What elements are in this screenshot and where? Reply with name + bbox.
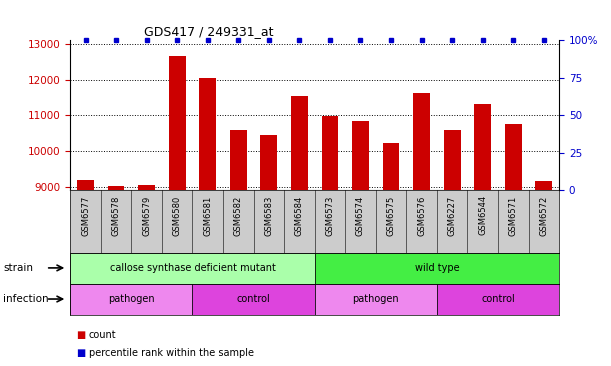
Bar (260, 135, 277, 366)
Text: pathogen: pathogen (353, 294, 399, 304)
Bar (382, 143, 400, 366)
Bar (70, 284, 192, 315)
Bar (199, 78, 216, 366)
Bar (230, 130, 247, 366)
Text: GSM6582: GSM6582 (234, 195, 243, 236)
Text: percentile rank within the sample: percentile rank within the sample (89, 348, 254, 358)
Text: infection: infection (3, 294, 49, 304)
Text: GSM6227: GSM6227 (448, 195, 456, 236)
Bar (138, 185, 155, 366)
Text: GSM6577: GSM6577 (81, 195, 90, 236)
Bar (77, 180, 94, 366)
Text: GSM6575: GSM6575 (387, 195, 395, 236)
Bar (444, 130, 461, 366)
Text: GSM6580: GSM6580 (173, 195, 181, 236)
Bar (315, 284, 437, 315)
Text: GSM6583: GSM6583 (265, 195, 273, 236)
Bar (413, 93, 430, 366)
Text: GSM6544: GSM6544 (478, 195, 487, 235)
Text: GSM6576: GSM6576 (417, 195, 426, 236)
Text: wild type: wild type (414, 263, 459, 273)
Bar (437, 284, 559, 315)
Bar (505, 124, 522, 366)
Text: GDS417 / 249331_at: GDS417 / 249331_at (144, 25, 273, 38)
Text: pathogen: pathogen (108, 294, 155, 304)
Text: control: control (236, 294, 271, 304)
Text: GSM6571: GSM6571 (509, 195, 518, 236)
Bar (108, 186, 125, 366)
Text: GSM6578: GSM6578 (112, 195, 120, 236)
Text: control: control (481, 294, 515, 304)
Bar (169, 56, 186, 366)
Text: ■: ■ (76, 348, 86, 358)
Bar (321, 116, 338, 366)
Text: count: count (89, 330, 116, 340)
Bar (291, 96, 308, 366)
Bar (315, 253, 559, 284)
Bar (352, 121, 369, 366)
Text: GSM6581: GSM6581 (203, 195, 212, 236)
Text: GSM6573: GSM6573 (326, 195, 334, 236)
Bar (535, 181, 552, 366)
Text: GSM6584: GSM6584 (295, 195, 304, 236)
Text: GSM6579: GSM6579 (142, 195, 151, 236)
Bar (70, 253, 315, 284)
Text: GSM6574: GSM6574 (356, 195, 365, 236)
Bar (192, 284, 315, 315)
Text: ■: ■ (76, 330, 86, 340)
Text: callose synthase deficient mutant: callose synthase deficient mutant (109, 263, 276, 273)
Bar (474, 104, 491, 366)
Text: strain: strain (3, 263, 33, 273)
Text: GSM6572: GSM6572 (540, 195, 548, 236)
